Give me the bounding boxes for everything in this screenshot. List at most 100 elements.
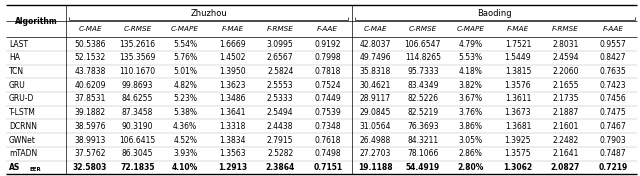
- Text: 5.23%: 5.23%: [173, 95, 197, 103]
- Text: 82.5219: 82.5219: [407, 108, 438, 117]
- Text: C-RMSE: C-RMSE: [124, 26, 152, 32]
- Text: 29.0845: 29.0845: [360, 108, 391, 117]
- Text: 1.3486: 1.3486: [220, 95, 246, 103]
- Text: 83.4349: 83.4349: [407, 81, 438, 90]
- Text: 0.7498: 0.7498: [314, 149, 341, 158]
- Text: 2.5553: 2.5553: [267, 81, 294, 90]
- Text: 2.1601: 2.1601: [552, 122, 579, 131]
- Text: 0.7423: 0.7423: [600, 81, 627, 90]
- Text: 0.7524: 0.7524: [314, 81, 341, 90]
- Text: 76.3693: 76.3693: [407, 122, 438, 131]
- Text: 4.36%: 4.36%: [173, 122, 197, 131]
- Text: 1.3576: 1.3576: [504, 81, 531, 90]
- Text: 0.7487: 0.7487: [600, 149, 627, 158]
- Text: 38.9913: 38.9913: [74, 136, 106, 144]
- Text: 0.7151: 0.7151: [313, 163, 342, 172]
- Text: F-MAE: F-MAE: [507, 26, 529, 32]
- Text: 28.9117: 28.9117: [360, 95, 391, 103]
- Text: 4.10%: 4.10%: [172, 163, 198, 172]
- Text: C-MAPE: C-MAPE: [171, 26, 199, 32]
- Text: 0.7818: 0.7818: [315, 67, 341, 76]
- Text: 52.1532: 52.1532: [74, 53, 106, 62]
- Text: 1.3611: 1.3611: [505, 95, 531, 103]
- Text: C-MAPE: C-MAPE: [456, 26, 484, 32]
- Text: 86.3045: 86.3045: [122, 149, 154, 158]
- Text: 0.7348: 0.7348: [314, 122, 341, 131]
- Text: 78.1066: 78.1066: [407, 149, 438, 158]
- Text: 82.5226: 82.5226: [407, 95, 438, 103]
- Text: 2.80%: 2.80%: [457, 163, 484, 172]
- Text: C-MAE: C-MAE: [364, 26, 387, 32]
- Text: 42.8037: 42.8037: [360, 40, 391, 49]
- Text: GWNet: GWNet: [9, 136, 36, 144]
- Text: F-MAE: F-MAE: [221, 26, 244, 32]
- Text: 106.6415: 106.6415: [120, 136, 156, 144]
- Text: 2.4594: 2.4594: [552, 53, 579, 62]
- Text: 37.8531: 37.8531: [74, 95, 106, 103]
- Text: 49.7496: 49.7496: [360, 53, 391, 62]
- Text: 3.67%: 3.67%: [458, 95, 483, 103]
- Text: 1.4502: 1.4502: [220, 53, 246, 62]
- Text: EER: EER: [29, 167, 41, 172]
- Text: 1.3673: 1.3673: [504, 108, 531, 117]
- Text: 2.2060: 2.2060: [552, 67, 579, 76]
- Text: 0.7539: 0.7539: [314, 108, 341, 117]
- Text: TCN: TCN: [9, 67, 24, 76]
- Text: 3.76%: 3.76%: [458, 108, 483, 117]
- Text: 2.5282: 2.5282: [267, 149, 293, 158]
- Text: 0.7618: 0.7618: [314, 136, 341, 144]
- Text: 2.2482: 2.2482: [552, 136, 579, 144]
- Text: 1.6669: 1.6669: [220, 40, 246, 49]
- Text: 50.5386: 50.5386: [74, 40, 106, 49]
- Text: 2.5333: 2.5333: [267, 95, 294, 103]
- Text: 2.4438: 2.4438: [267, 122, 294, 131]
- Text: 95.7333: 95.7333: [407, 67, 438, 76]
- Text: 0.7903: 0.7903: [600, 136, 627, 144]
- Text: 5.01%: 5.01%: [173, 67, 197, 76]
- Text: 19.1188: 19.1188: [358, 163, 392, 172]
- Text: 2.1887: 2.1887: [552, 108, 579, 117]
- Text: 31.0564: 31.0564: [360, 122, 391, 131]
- Text: F-AAE: F-AAE: [602, 26, 623, 32]
- Text: 38.5976: 38.5976: [74, 122, 106, 131]
- Text: F-RMSE: F-RMSE: [552, 26, 579, 32]
- Text: 2.5494: 2.5494: [267, 108, 294, 117]
- Text: 0.7998: 0.7998: [314, 53, 341, 62]
- Text: 2.0827: 2.0827: [551, 163, 580, 172]
- Text: 54.4919: 54.4919: [406, 163, 440, 172]
- Text: 5.54%: 5.54%: [173, 40, 197, 49]
- Text: 90.3190: 90.3190: [122, 122, 154, 131]
- Text: 1.3815: 1.3815: [505, 67, 531, 76]
- Text: 0.8427: 0.8427: [600, 53, 627, 62]
- Text: 99.8693: 99.8693: [122, 81, 154, 90]
- Text: 1.3563: 1.3563: [220, 149, 246, 158]
- Text: 2.7915: 2.7915: [267, 136, 294, 144]
- Text: 0.9557: 0.9557: [600, 40, 627, 49]
- Text: 2.3864: 2.3864: [266, 163, 295, 172]
- Text: 5.38%: 5.38%: [173, 108, 197, 117]
- Text: 2.8031: 2.8031: [552, 40, 579, 49]
- Text: F-RMSE: F-RMSE: [267, 26, 294, 32]
- Text: 87.3458: 87.3458: [122, 108, 154, 117]
- Text: C-RMSE: C-RMSE: [409, 26, 437, 32]
- Text: 135.3569: 135.3569: [120, 53, 156, 62]
- Text: 110.1670: 110.1670: [120, 67, 156, 76]
- Text: 3.82%: 3.82%: [458, 81, 483, 90]
- Text: 0.7219: 0.7219: [598, 163, 628, 172]
- Text: DCRNN: DCRNN: [9, 122, 37, 131]
- Text: C-MAE: C-MAE: [78, 26, 102, 32]
- Text: 72.1835: 72.1835: [120, 163, 155, 172]
- Text: 0.7475: 0.7475: [600, 108, 627, 117]
- Text: 1.3575: 1.3575: [504, 149, 531, 158]
- Text: 2.86%: 2.86%: [458, 149, 483, 158]
- Text: 84.6255: 84.6255: [122, 95, 154, 103]
- Text: 1.7521: 1.7521: [505, 40, 531, 49]
- Text: 4.82%: 4.82%: [173, 81, 197, 90]
- Text: 1.3062: 1.3062: [504, 163, 532, 172]
- Text: 2.1735: 2.1735: [552, 95, 579, 103]
- Text: HA: HA: [9, 53, 20, 62]
- Text: 5.76%: 5.76%: [173, 53, 197, 62]
- Text: 106.6547: 106.6547: [404, 40, 441, 49]
- Text: 43.7838: 43.7838: [74, 67, 106, 76]
- Text: mTADN: mTADN: [9, 149, 37, 158]
